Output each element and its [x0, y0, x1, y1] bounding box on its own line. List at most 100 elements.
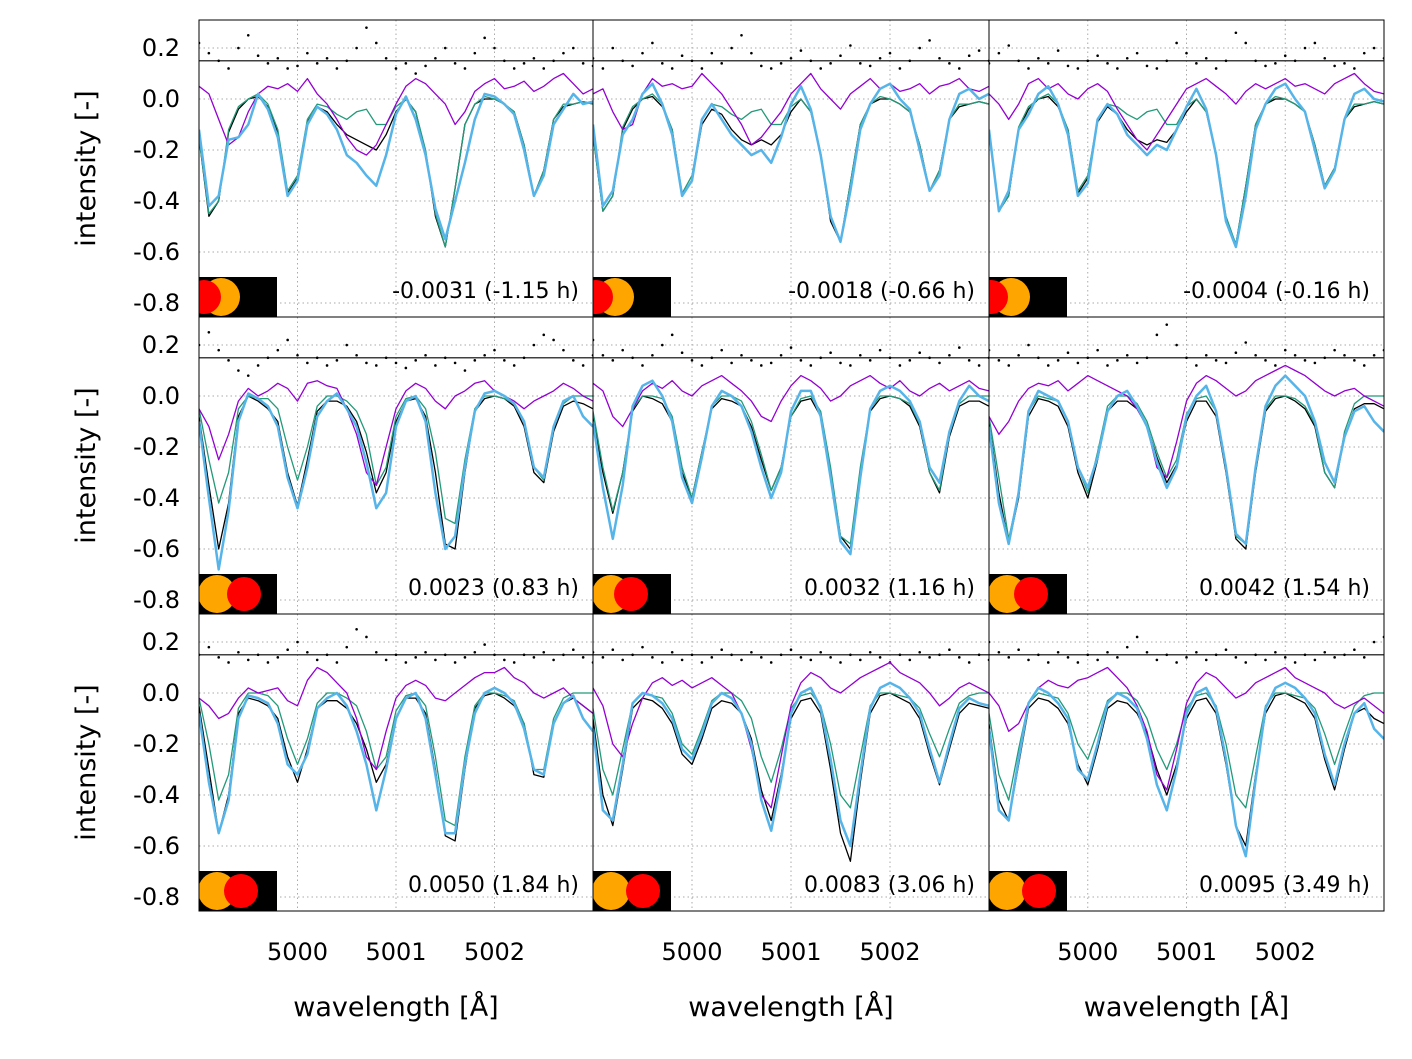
panel: 0.0095 (3.49 h) wavelength [Å]	[988, 613, 1385, 1023]
y-tick-label: -0.4	[133, 187, 180, 215]
planet-icon	[593, 280, 613, 314]
residual-point	[1353, 67, 1356, 70]
residual-point	[1086, 59, 1090, 63]
residual-point	[1056, 359, 1060, 362]
residual-point	[512, 364, 516, 367]
planet-icon	[614, 577, 648, 611]
residual-point	[1244, 41, 1248, 45]
residual-point	[394, 67, 398, 70]
spectrum-line	[199, 72, 593, 156]
residual-point	[315, 658, 319, 662]
residual-point	[483, 643, 486, 646]
residual-point	[769, 361, 773, 365]
annotation: 0.0023 (0.83 h)	[408, 576, 579, 601]
residual-point	[938, 56, 941, 60]
residual-point	[918, 46, 921, 50]
residual-point	[760, 656, 763, 659]
residual-point	[1037, 56, 1040, 60]
plot-area	[989, 20, 1384, 317]
residual-point	[365, 635, 368, 639]
residual-point	[1362, 656, 1366, 659]
residual-point	[710, 51, 714, 55]
residual-point	[572, 359, 575, 362]
residual-point	[700, 67, 704, 70]
residual-point	[977, 364, 981, 367]
residual-point	[286, 648, 289, 651]
residual-point	[552, 338, 555, 342]
planet-icon	[199, 280, 221, 314]
residual-point	[809, 59, 813, 63]
x-tick-label: 5002	[859, 938, 920, 966]
residual-point	[335, 67, 339, 70]
residual-point	[819, 356, 822, 360]
residual-point	[1086, 653, 1090, 657]
spectrum-line	[199, 686, 593, 835]
residual-point	[572, 46, 575, 50]
residual-point	[1027, 658, 1030, 662]
x-tick-label: 5002	[1255, 938, 1316, 966]
residual-point	[384, 658, 388, 662]
star-icon	[989, 575, 1026, 613]
residual-point	[670, 67, 674, 70]
residual-point	[938, 653, 941, 657]
plot-area	[989, 317, 1384, 614]
y-tick-label: 0.0	[142, 679, 180, 707]
residual-point	[355, 627, 358, 631]
residual-point	[217, 656, 220, 659]
residual-point	[207, 51, 211, 55]
residual-point	[1165, 323, 1169, 326]
residual-point	[562, 51, 565, 55]
residual-point	[1204, 56, 1208, 60]
residual-point	[512, 661, 516, 664]
residual-point	[601, 656, 605, 659]
x-tick-label: 5000	[1057, 938, 1118, 966]
residual-point	[522, 653, 526, 657]
y-tick-label: 0.2	[142, 331, 180, 359]
residual-point	[207, 330, 211, 334]
residual-point	[532, 343, 536, 347]
residual-point	[859, 658, 862, 662]
residual-point	[424, 64, 427, 68]
residual-point	[958, 656, 961, 659]
residual-point	[1096, 348, 1099, 352]
residual-point	[849, 364, 852, 367]
residual-point	[779, 62, 783, 65]
residual-point	[1254, 59, 1257, 63]
residual-point	[434, 56, 437, 60]
residual-point	[522, 62, 526, 65]
residual-point	[839, 54, 842, 57]
residual-point	[849, 44, 852, 47]
residual-point	[503, 59, 506, 63]
residual-point	[680, 54, 684, 57]
residual-point	[601, 353, 605, 357]
residual-point	[740, 658, 743, 662]
residual-point	[888, 51, 892, 55]
residual-point	[443, 46, 447, 50]
residual-point	[819, 650, 822, 654]
residual-point	[918, 351, 921, 354]
residual-point	[651, 41, 654, 45]
residual-point	[493, 46, 496, 50]
residual-point	[928, 39, 931, 42]
residual-point	[1066, 656, 1070, 659]
residual-point	[414, 359, 418, 362]
residual-point	[819, 67, 822, 70]
planet-icon	[1022, 874, 1056, 908]
residual-point	[306, 650, 309, 654]
residual-point	[621, 59, 624, 63]
residual-point	[661, 343, 664, 347]
residual-point	[503, 658, 506, 662]
residual-point	[453, 661, 457, 664]
residual-point	[1333, 348, 1336, 352]
residual-point	[355, 353, 358, 357]
plot-area	[989, 614, 1384, 911]
residual-point	[414, 656, 418, 659]
y-tick-label: -0.6	[133, 832, 180, 860]
residual-point	[967, 359, 971, 362]
residual-point	[1214, 67, 1218, 70]
spectrum-line	[593, 374, 989, 428]
panel: 0.0023 (0.83 h) intensity [-]	[71, 316, 594, 615]
spectrum-line	[593, 82, 989, 244]
spectrum-line	[989, 82, 1384, 249]
